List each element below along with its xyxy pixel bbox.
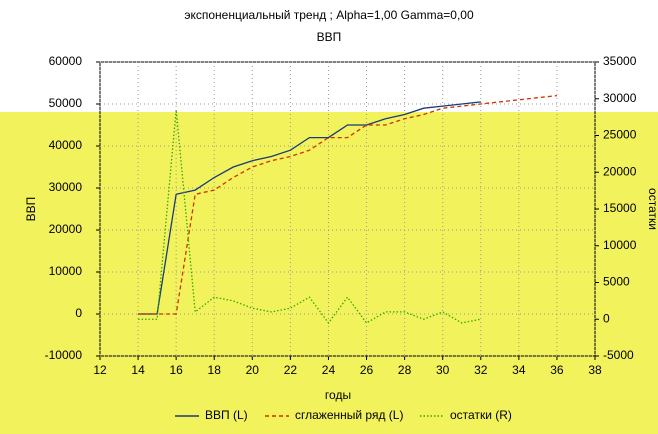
x-tick-label: 36	[550, 363, 564, 377]
y-tick-label: 0	[75, 306, 82, 320]
highlight-band	[0, 112, 658, 434]
y2-tick-label: 0	[603, 311, 610, 325]
y-axis-label: ВВП	[24, 197, 38, 222]
y-tick-label: 40000	[49, 138, 83, 152]
y-tick-label: 10000	[49, 264, 83, 278]
series-line	[138, 94, 557, 315]
x-tick-label: 14	[131, 363, 145, 377]
x-tick-label: 38	[588, 363, 602, 377]
y-tick-label: 60000	[49, 54, 83, 68]
chart-title: экспоненциальный тренд ; Alpha=1,00 Gamm…	[184, 8, 474, 22]
y-tick-label: 30000	[49, 180, 83, 194]
x-tick-label: 12	[93, 363, 107, 377]
y2-tick-label: 5000	[603, 275, 630, 289]
y2-tick-label: 20000	[603, 164, 637, 178]
x-tick-label: 22	[284, 363, 298, 377]
y2-tick-label: 30000	[603, 91, 637, 105]
y-tick-label: 50000	[49, 96, 83, 110]
series-line	[138, 101, 481, 315]
y-tick-label: -10000	[45, 348, 83, 362]
x-tick-label: 18	[208, 363, 222, 377]
y2-axis-label: остатки	[646, 188, 658, 230]
x-tick-label: 20	[246, 363, 260, 377]
chart-subtitle: ВВП	[317, 30, 342, 44]
series-line	[138, 109, 481, 325]
y2-tick-label: 10000	[603, 238, 637, 252]
x-tick-label: 16	[169, 363, 183, 377]
y2-tick-label: 15000	[603, 201, 637, 215]
x-tick-label: 34	[512, 363, 526, 377]
legend-label: остатки (R)	[450, 408, 512, 422]
legend-label: сглаженный ряд (L)	[295, 408, 403, 422]
legend-label: ВВП (L)	[205, 408, 248, 422]
x-axis-label: годы	[325, 388, 351, 402]
y2-tick-label: -5000	[603, 348, 634, 362]
y-tick-label: 20000	[49, 222, 83, 236]
x-tick-label: 32	[474, 363, 488, 377]
y2-tick-label: 35000	[603, 54, 637, 68]
y2-tick-label: 25000	[603, 128, 637, 142]
x-tick-label: 30	[436, 363, 450, 377]
x-tick-label: 24	[322, 363, 336, 377]
x-tick-label: 26	[360, 363, 374, 377]
x-tick-label: 28	[398, 363, 412, 377]
